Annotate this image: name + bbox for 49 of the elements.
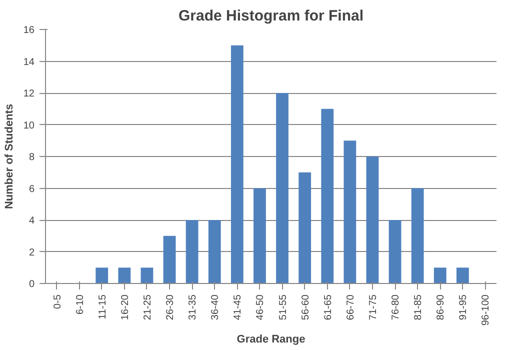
- x-tick-label: 56-60: [300, 294, 312, 320]
- y-tick-label: 8: [28, 152, 35, 163]
- x-tick-label: 11-15: [97, 294, 108, 320]
- bar: [96, 268, 108, 284]
- y-tick-label: 6: [28, 184, 35, 195]
- x-tick-label: 16-20: [120, 294, 131, 320]
- bar: [411, 188, 424, 284]
- x-tick-label: 46-50: [255, 294, 266, 320]
- y-tick-label: 14: [23, 56, 35, 68]
- chart-title: Grade Histogram for Final: [178, 8, 364, 24]
- bar: [344, 140, 356, 284]
- x-tick-label: 21-25: [142, 294, 154, 320]
- bar: [208, 220, 221, 284]
- x-tick-label: 96-100: [480, 294, 492, 326]
- x-tick-label: 76-80: [390, 294, 402, 320]
- x-tick-label: 51-55: [278, 294, 289, 320]
- x-tick-label: 6-10: [74, 294, 86, 315]
- bar: [434, 268, 446, 284]
- bar: [254, 188, 266, 284]
- y-tick-label: 0: [28, 279, 35, 290]
- y-tick-label: 4: [28, 216, 35, 226]
- x-tick-label: 26-30: [165, 294, 176, 320]
- y-tick-label: 16: [23, 25, 35, 36]
- x-tick-label: 0-5: [52, 294, 64, 309]
- x-tick-label: 41-45: [232, 294, 244, 320]
- y-tick-label: 12: [23, 88, 35, 100]
- bar: [456, 268, 469, 284]
- x-tick-label: 61-65: [322, 294, 334, 320]
- x-tick-label: 86-90: [436, 294, 447, 320]
- bar: [276, 93, 288, 284]
- y-tick-label: 2: [28, 247, 35, 258]
- x-tick-label: 66-70: [345, 294, 356, 320]
- bar: [321, 108, 334, 284]
- bar: [230, 45, 244, 284]
- bar: [366, 156, 379, 284]
- bar: [163, 236, 176, 284]
- x-axis-title: Grade Range: [236, 334, 306, 346]
- x-tick-label: 81-85: [413, 294, 424, 320]
- x-tick-label: 36-40: [210, 294, 222, 320]
- x-tick-label: 31-35: [188, 294, 199, 320]
- bar: [388, 220, 402, 284]
- x-tick-label: 71-75: [368, 294, 379, 320]
- y-axis-title: Number of Students: [3, 104, 16, 210]
- bar: [118, 268, 131, 284]
- y-tick-label: 10: [23, 120, 35, 132]
- x-tick-label: 91-95: [458, 294, 470, 320]
- bar: [298, 172, 312, 284]
- bar: [186, 220, 198, 284]
- bar: [140, 268, 154, 284]
